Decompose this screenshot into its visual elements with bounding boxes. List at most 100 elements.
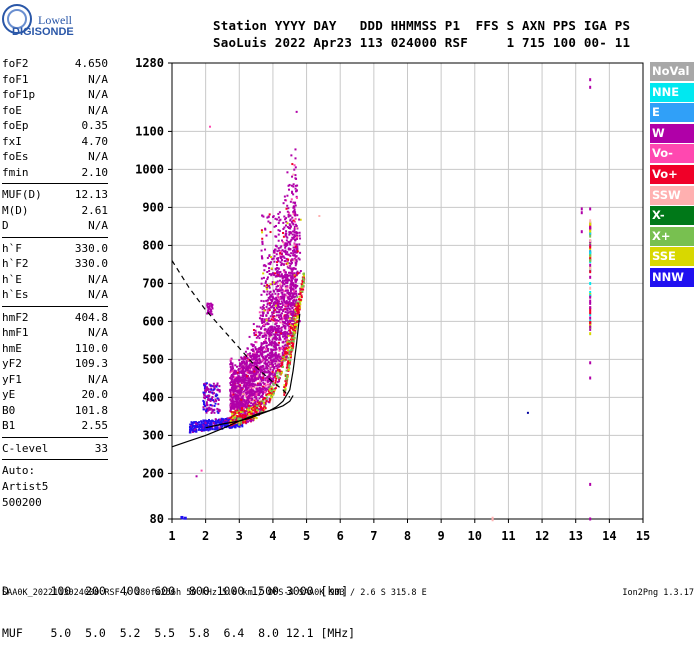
echo-point: [255, 392, 258, 395]
echo-point: [270, 394, 273, 397]
echo-point: [269, 231, 272, 234]
echo-point: [229, 358, 232, 361]
echo-point: [294, 267, 297, 270]
echo-point: [233, 407, 236, 410]
echo-point: [282, 227, 285, 230]
echo-point: [231, 419, 234, 422]
param-name: h`F: [2, 241, 22, 255]
echo-point: [278, 377, 281, 380]
echo-point: [245, 395, 248, 398]
echo-point: [244, 414, 247, 417]
echo-point: [255, 375, 258, 378]
echo-point: [267, 262, 270, 265]
echo-point: [259, 383, 262, 386]
y-tick-label: 400: [142, 390, 164, 404]
echo-point: [258, 408, 261, 411]
echo-point: [268, 297, 271, 300]
echo-point: [258, 369, 261, 372]
echo-point: [269, 373, 272, 376]
echo-point: [274, 217, 277, 220]
echo-point: [241, 408, 244, 411]
echo-point: [230, 415, 233, 418]
echo-point: [280, 359, 283, 362]
echo-point: [299, 303, 302, 306]
echo-point: [230, 407, 233, 410]
echo-point: [282, 202, 285, 205]
echo-point: [290, 292, 293, 295]
echo-point: [247, 402, 250, 405]
echo-point: [264, 329, 267, 332]
echo-point: [277, 314, 280, 317]
echo-point: [296, 270, 299, 273]
echo-point: [267, 365, 270, 368]
echo-points: [180, 78, 592, 522]
echo-point: [290, 324, 293, 327]
echo-point: [273, 343, 276, 346]
echo-point: [229, 383, 232, 386]
echo-point: [207, 310, 210, 313]
param-row: foE N/A: [2, 103, 108, 119]
echo-point: [251, 348, 254, 351]
echo-point: [257, 348, 260, 351]
echo-point: [249, 389, 252, 392]
echo-point: [277, 330, 280, 333]
echo-point: [286, 285, 289, 288]
echo-point: [231, 426, 234, 429]
echo-point: [262, 276, 265, 279]
echo-point: [191, 426, 194, 429]
x-tick-label: 14: [602, 529, 616, 543]
echo-point: [273, 360, 276, 363]
echo-point: [243, 414, 246, 417]
echo-point: [269, 372, 272, 375]
echo-point: [263, 318, 266, 321]
echo-point: [291, 314, 294, 317]
echo-point: [268, 302, 271, 305]
echo-point: [284, 302, 287, 305]
param-value: N/A: [88, 326, 108, 339]
echo-point: [273, 255, 276, 258]
echo-point: [289, 298, 292, 301]
echo-point: [295, 274, 298, 277]
echo-point: [251, 380, 254, 383]
echo-point: [267, 215, 270, 218]
echo-point: [270, 364, 273, 367]
echo-point: [260, 365, 263, 368]
echo-point: [278, 378, 281, 381]
echo-point: [274, 327, 277, 330]
echo-point: [230, 367, 233, 370]
echo-point: [295, 235, 298, 238]
echo-point: [232, 415, 235, 418]
echo-point: [265, 358, 268, 361]
echo-point: [194, 429, 197, 432]
echo-point: [264, 390, 267, 393]
echo-point: [266, 302, 269, 305]
echo-point: [241, 362, 244, 365]
echo-point: [281, 351, 284, 354]
echo-point: [273, 337, 276, 340]
echo-point: [286, 291, 289, 294]
echo-point: [259, 368, 262, 371]
echo-point: [241, 367, 244, 370]
echo-point: [265, 318, 268, 321]
echo-point: [237, 382, 240, 385]
echo-point: [268, 254, 271, 257]
echo-point: [232, 373, 235, 376]
echo-point: [259, 403, 262, 406]
echo-point: [252, 367, 255, 370]
echo-point: [281, 312, 284, 315]
echo-point: [285, 346, 288, 349]
echo-point: [242, 365, 245, 368]
param-name: hmF2: [2, 310, 29, 324]
echo-point: [288, 233, 291, 236]
echo-point: [280, 316, 283, 319]
echo-point: [246, 365, 249, 368]
echo-point: [266, 367, 269, 370]
echo-point: [289, 359, 292, 362]
echo-point: [245, 383, 248, 386]
echo-point: [287, 184, 290, 187]
echo-point: [249, 352, 252, 355]
echo-point: [238, 379, 241, 382]
echo-point: [264, 367, 267, 370]
echo-point: [274, 319, 277, 322]
param-name: h`Es: [2, 288, 29, 301]
